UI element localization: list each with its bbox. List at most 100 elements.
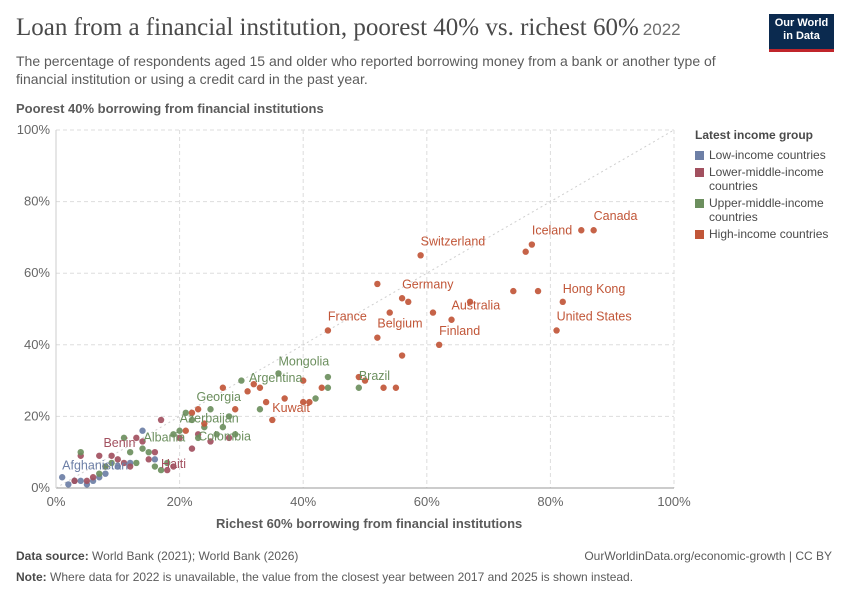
data-point — [559, 298, 566, 306]
data-point — [133, 459, 140, 467]
legend: Latest income group Low-income countries… — [695, 128, 845, 244]
data-point — [157, 466, 165, 474]
chart-subtitle: The percentage of respondents aged 15 an… — [16, 53, 716, 87]
legend-label: Lower-middle-income countries — [709, 165, 824, 193]
point-label: Mongolia — [278, 354, 329, 368]
point-label: Argentina — [249, 371, 303, 385]
x-axis-label: Richest 60% borrowing from financial ins… — [216, 516, 523, 531]
legend-label: Low-income countries — [709, 148, 826, 162]
data-point — [114, 456, 122, 463]
point-label: Albania — [144, 431, 186, 445]
data-point — [318, 384, 325, 391]
data-point — [170, 431, 177, 438]
point-label: United States — [557, 309, 632, 323]
source-label: Data source: — [16, 549, 89, 563]
data-point — [355, 373, 363, 381]
data-point — [96, 452, 103, 459]
logo-line2: in Data — [783, 30, 820, 42]
source-text[interactable]: World Bank (2021); World Bank (2026) — [92, 549, 299, 563]
legend-item-high-income[interactable]: High-income countries — [695, 227, 845, 241]
legend-item-lower-middle-income[interactable]: Lower-middle-income countries — [695, 165, 845, 193]
data-point — [534, 287, 542, 295]
data-point — [89, 474, 97, 481]
point-label: France — [328, 309, 367, 323]
point-label: Georgia — [197, 390, 242, 404]
data-point — [164, 459, 171, 467]
y-tick-label: 80% — [24, 194, 50, 209]
data-point — [312, 395, 319, 402]
point-label: Benin — [103, 436, 135, 450]
data-point — [207, 438, 214, 445]
legend-label: High-income countries — [709, 227, 829, 241]
data-point — [145, 449, 152, 456]
data-point — [578, 227, 585, 234]
data-point — [126, 463, 134, 470]
data-point — [126, 449, 134, 456]
data-point — [182, 409, 189, 417]
data-point — [77, 449, 84, 456]
data-point — [96, 470, 103, 477]
data-point — [133, 434, 140, 442]
x-tick-label: 60% — [414, 494, 440, 509]
data-point — [114, 463, 122, 470]
y-tick-label: 100% — [17, 122, 51, 137]
legend-item-upper-middle-income[interactable]: Upper-middle-income countries — [695, 196, 845, 224]
data-point — [232, 431, 239, 438]
point-label: Finland — [439, 324, 480, 338]
data-point — [324, 373, 332, 381]
data-point — [386, 309, 393, 316]
data-point — [188, 416, 196, 424]
x-tick-label: 80% — [537, 494, 563, 509]
data-point — [300, 398, 307, 406]
footer-url[interactable]: OurWorldinData.org/economic-growth | CC … — [584, 549, 832, 563]
data-point — [151, 463, 159, 470]
point-label: Canada — [594, 209, 638, 223]
point-label: Brazil — [359, 369, 390, 383]
data-point — [398, 352, 406, 359]
legend-item-low-income[interactable]: Low-income countries — [695, 148, 845, 162]
point-label: Hong Kong — [563, 282, 626, 296]
data-point — [306, 398, 313, 406]
data-point — [120, 459, 128, 467]
note-text: Where data for 2022 is unavailable, the … — [50, 570, 634, 584]
data-point — [108, 452, 115, 459]
data-point — [219, 384, 227, 391]
data-point — [355, 384, 363, 391]
data-point — [281, 395, 288, 402]
data-point — [157, 416, 165, 424]
data-point — [522, 248, 529, 255]
data-point — [83, 477, 91, 485]
data-point — [392, 384, 400, 391]
data-point — [405, 298, 412, 306]
data-point — [275, 370, 282, 377]
point-label: Azerbaijan — [180, 412, 239, 426]
data-point — [176, 434, 183, 442]
data-point — [374, 334, 381, 341]
data-point — [77, 477, 84, 485]
data-point — [324, 327, 332, 334]
legend-title: Latest income group — [695, 128, 814, 142]
legend-swatch — [695, 168, 704, 177]
legend-swatch — [695, 199, 704, 208]
data-point — [188, 445, 196, 452]
x-tick-label: 0% — [47, 494, 66, 509]
data-point — [232, 406, 239, 413]
data-point — [262, 398, 270, 406]
data-point — [213, 431, 220, 438]
data-point — [194, 434, 202, 442]
point-label: Germany — [402, 277, 454, 291]
legend-swatch — [695, 230, 704, 239]
data-point — [300, 377, 307, 384]
data-point — [374, 280, 381, 288]
owid-logo[interactable]: Our World in Data — [769, 14, 834, 52]
data-point — [182, 427, 189, 434]
data-point — [207, 406, 214, 413]
x-tick-label: 100% — [657, 494, 691, 509]
data-point — [58, 474, 66, 481]
data-point — [448, 316, 455, 323]
data-point — [250, 380, 257, 388]
y-tick-label: 60% — [24, 265, 50, 280]
data-point — [417, 252, 424, 259]
data-point — [225, 434, 233, 442]
y-tick-label: 0% — [31, 480, 50, 495]
